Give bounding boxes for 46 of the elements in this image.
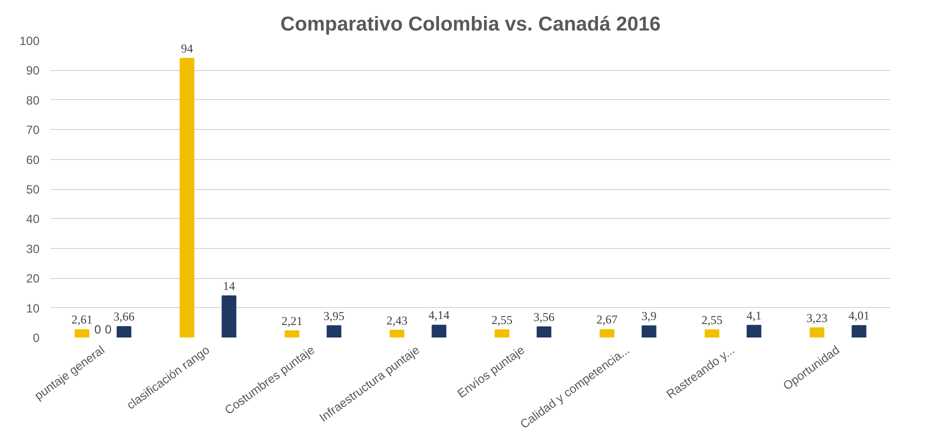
y-tick-label: 60 [26, 152, 40, 167]
y-tick-label: 20 [26, 272, 40, 286]
bar [494, 329, 510, 338]
y-tick-label: 10 [26, 301, 40, 316]
data-label: 2,43 [386, 313, 408, 328]
bar [284, 330, 300, 338]
data-label: 3,66 [114, 310, 134, 324]
data-label: 4,1 [746, 308, 762, 322]
y-tick-label: 50 [26, 182, 40, 196]
data-label: 2,55 [492, 312, 512, 327]
bar [810, 327, 824, 338]
data-label: 3,56 [534, 310, 554, 324]
bar [180, 58, 194, 338]
data-label: 14 [223, 278, 235, 293]
chart-title: Comparativo Colombia vs. Canadá 2016 [280, 14, 661, 36]
y-tick-label: 90 [26, 64, 40, 78]
data-label: 3,95 [324, 308, 344, 323]
bar [704, 329, 720, 338]
y-tick-label: 0 [32, 331, 40, 345]
data-label: 4,14 [428, 308, 450, 322]
bar [74, 329, 90, 338]
data-label: 2,55 [702, 312, 722, 327]
bar [116, 326, 132, 338]
annotation: 0 [94, 322, 102, 336]
y-tick-label: 40 [26, 212, 40, 226]
bar [390, 330, 404, 338]
y-tick-label: 100 [19, 34, 40, 48]
bar [600, 329, 614, 338]
bar [852, 325, 866, 338]
data-label: 2,21 [282, 314, 302, 328]
y-tick-label: 70 [26, 123, 40, 138]
bar [746, 324, 762, 338]
bar [326, 325, 342, 338]
data-label: 4,01 [848, 308, 870, 323]
data-label: 2,61 [72, 312, 92, 327]
bar [536, 326, 552, 338]
y-tick-label: 80 [26, 93, 40, 108]
bar [222, 295, 236, 338]
annotation: 0 [104, 322, 112, 336]
data-label: 3,23 [806, 310, 828, 325]
bar [642, 325, 656, 338]
bar [432, 324, 446, 338]
data-label: 94 [181, 41, 193, 56]
y-tick-label: 30 [26, 242, 40, 256]
data-label: 3,9 [642, 308, 656, 323]
data-label: 2,67 [596, 312, 618, 327]
